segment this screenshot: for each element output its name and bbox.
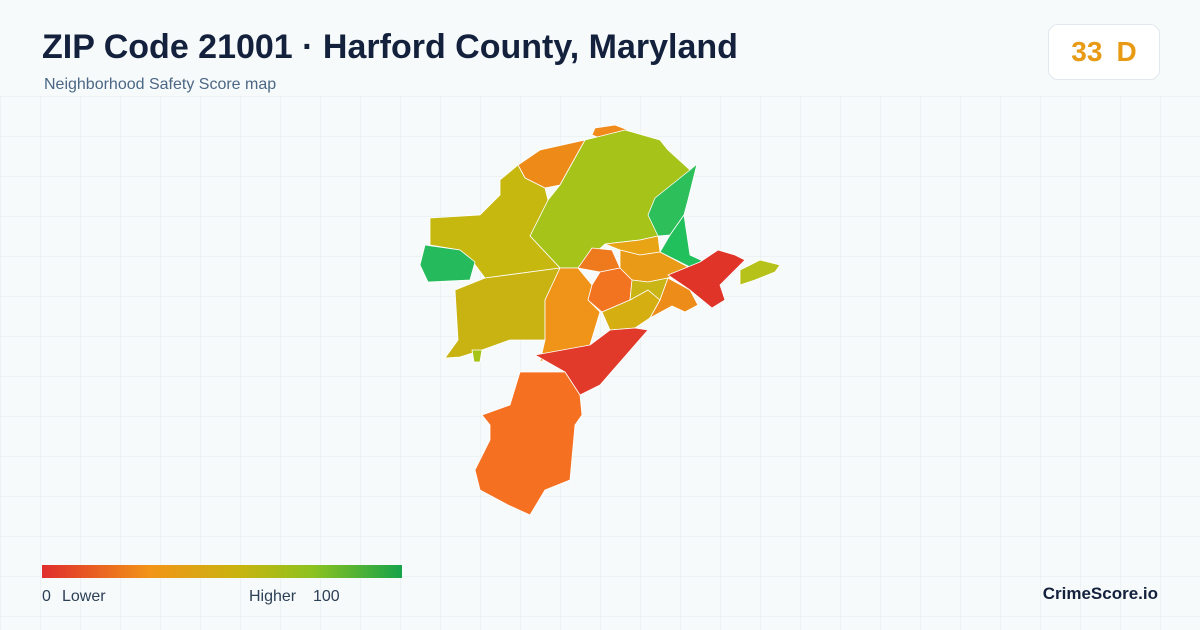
- regions: [419, 124, 781, 516]
- score-grade: D: [1116, 36, 1137, 67]
- legend-max-label: Higher: [249, 588, 297, 605]
- legend-bar: [42, 565, 402, 578]
- brand: CrimeScore.io: [1042, 584, 1158, 603]
- legend-min: 0: [42, 588, 51, 605]
- region: [419, 244, 476, 283]
- region: [739, 259, 781, 286]
- region: [649, 277, 699, 319]
- score-badge: 33 D: [1048, 24, 1160, 80]
- legend-min-label: Lower: [62, 588, 106, 605]
- score-value: 33: [1071, 36, 1103, 67]
- region: [474, 371, 583, 516]
- subtitle: Neighborhood Safety Score map: [44, 76, 277, 93]
- region: [667, 249, 746, 309]
- region: [471, 349, 483, 363]
- legend-max: 100: [313, 588, 340, 605]
- region: [577, 247, 621, 273]
- title: ZIP Code 21001 · Harford County, Marylan…: [42, 28, 738, 66]
